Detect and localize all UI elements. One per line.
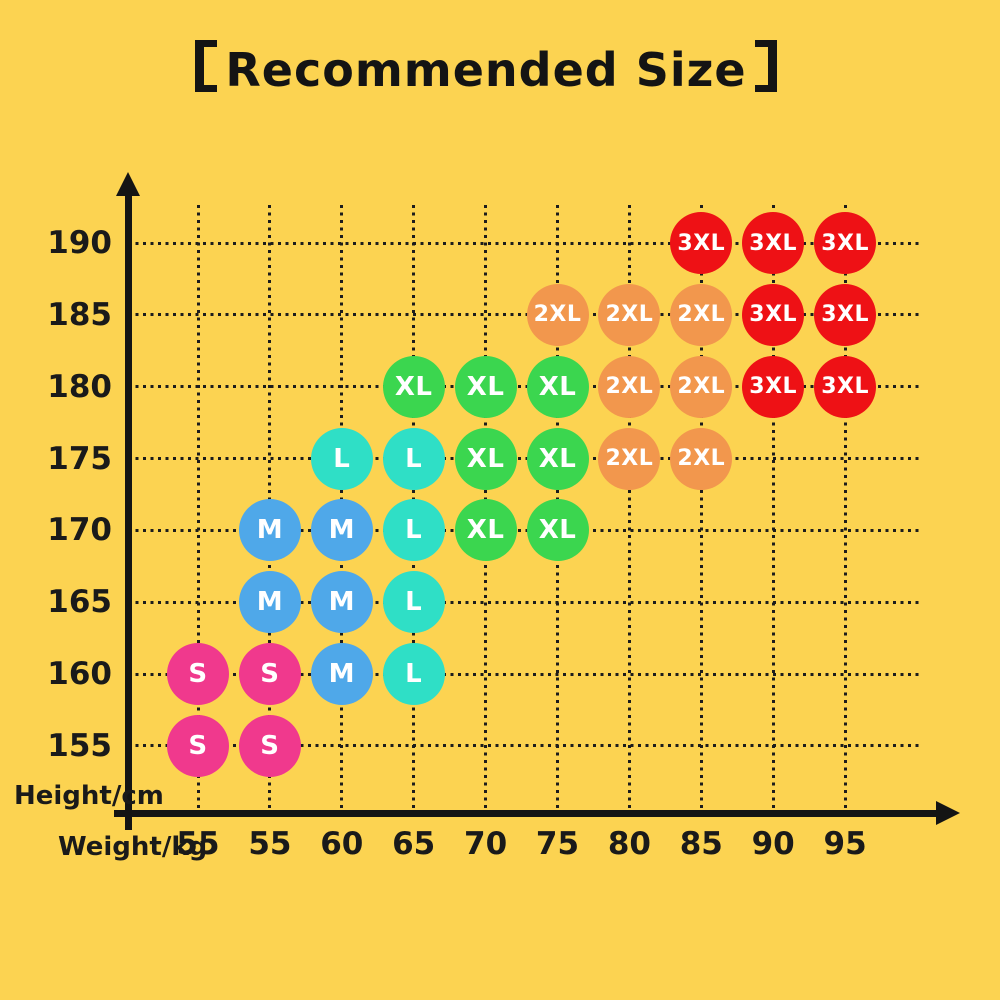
size-circle-xl: XL <box>454 355 517 418</box>
size-circle-l: L <box>382 427 445 490</box>
size-circle-xl: XL <box>526 427 589 490</box>
y-tick-label: 180 <box>47 368 112 405</box>
gridline-horizontal <box>128 313 921 317</box>
x-axis-label: Weight/kg <box>58 832 208 862</box>
size-circle-l: L <box>382 643 445 706</box>
size-circle-s: S <box>238 714 301 777</box>
size-circle-2xl: 2XL <box>598 355 661 418</box>
gridline-horizontal <box>128 241 921 245</box>
size-circle-3xl: 3XL <box>742 212 805 274</box>
size-circle-xl: XL <box>526 355 589 418</box>
gridline-horizontal <box>128 600 921 604</box>
gridline-horizontal <box>128 528 921 532</box>
size-circle-2xl: 2XL <box>670 427 733 490</box>
size-circle-l: L <box>310 427 373 490</box>
x-tick-label: 65 <box>392 826 436 862</box>
gridline-horizontal <box>128 457 921 461</box>
size-circle-3xl: 3XL <box>742 283 805 346</box>
x-tick-label: 60 <box>320 826 364 862</box>
size-circle-2xl: 2XL <box>526 283 589 346</box>
x-tick-label: 80 <box>607 826 651 862</box>
size-circle-2xl: 2XL <box>670 283 733 346</box>
x-tick-label: 75 <box>535 826 580 862</box>
gridline-vertical <box>771 205 775 810</box>
size-circle-m: M <box>310 499 373 562</box>
y-axis-label: Height/cm <box>14 781 164 811</box>
size-circle-m: M <box>310 643 373 706</box>
x-tick-label: 95 <box>823 826 867 862</box>
gridline-horizontal <box>128 385 921 389</box>
size-circle-3xl: 3XL <box>670 212 733 274</box>
y-tick-label: 185 <box>47 296 112 333</box>
y-axis-arrow-icon <box>116 172 140 196</box>
y-tick-label: 165 <box>47 584 112 621</box>
title-bracket-right <box>754 40 777 92</box>
chart-title: Recommended Size <box>0 40 972 97</box>
x-tick-label: 55 <box>176 826 220 862</box>
chart-title-text: Recommended Size <box>225 43 747 97</box>
gridline-vertical <box>627 205 631 810</box>
y-axis-line <box>125 192 132 830</box>
x-axis-line <box>114 810 940 817</box>
size-circle-xl: XL <box>454 427 517 490</box>
title-bracket-left <box>195 40 218 92</box>
gridline-vertical <box>843 205 847 810</box>
size-circle-s: S <box>238 643 301 706</box>
size-circle-2xl: 2XL <box>670 355 733 418</box>
size-circle-2xl: 2XL <box>598 283 661 346</box>
size-circle-3xl: 3XL <box>742 355 805 418</box>
y-tick-label: 170 <box>47 512 112 549</box>
size-circle-m: M <box>310 571 373 634</box>
size-circle-l: L <box>382 571 445 634</box>
y-tick-label: 175 <box>47 440 112 477</box>
size-circle-m: M <box>238 571 301 634</box>
y-tick-label: 190 <box>47 225 112 261</box>
size-circle-3xl: 3XL <box>814 355 877 418</box>
size-circle-s: S <box>167 714 229 777</box>
x-tick-label: 70 <box>464 826 508 862</box>
x-tick-label: 90 <box>751 826 795 862</box>
x-axis-arrow-icon <box>936 801 960 825</box>
gridline-horizontal <box>128 672 921 676</box>
gridline-vertical <box>699 205 703 810</box>
size-circle-xl: XL <box>454 499 517 562</box>
size-circle-3xl: 3XL <box>814 283 877 346</box>
gridline-horizontal <box>128 744 921 748</box>
x-tick-label: 85 <box>679 826 723 862</box>
size-circle-l: L <box>382 499 445 562</box>
y-tick-label: 160 <box>47 656 112 693</box>
size-circle-3xl: 3XL <box>814 212 877 274</box>
size-circle-s: S <box>167 643 229 706</box>
x-tick-label: 55 <box>248 826 292 862</box>
size-circle-2xl: 2XL <box>598 427 661 490</box>
size-circle-m: M <box>238 499 301 562</box>
size-circle-xl: XL <box>382 355 445 418</box>
y-tick-label: 155 <box>47 727 112 764</box>
gridline-vertical <box>196 205 200 810</box>
size-circle-xl: XL <box>526 499 589 562</box>
